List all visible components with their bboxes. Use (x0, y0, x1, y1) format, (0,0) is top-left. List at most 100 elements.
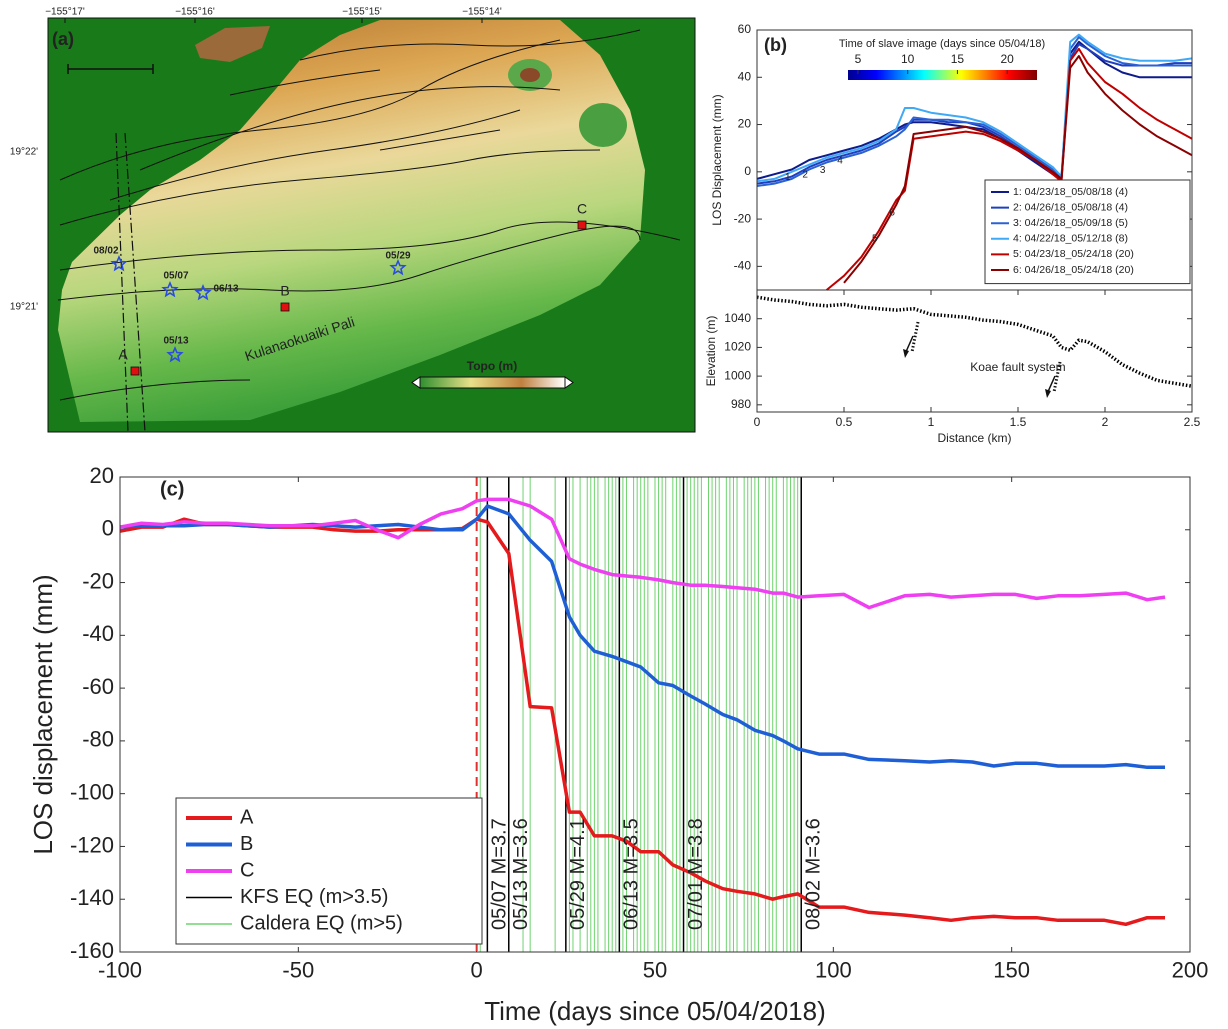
x-tick-label: 50 (643, 958, 667, 983)
y-axis-label: LOS displacement (mm) (28, 574, 58, 854)
axes-box (757, 290, 1192, 412)
colorbar-tick-label: 20 (1000, 52, 1014, 66)
legend-label: C (240, 859, 254, 881)
y-tick-label: -140 (70, 885, 114, 910)
site-marker (281, 303, 289, 311)
y-tick-label: 1020 (724, 340, 751, 354)
site-label: B (280, 283, 289, 299)
line-tag: 5 (872, 234, 878, 245)
legend-label: Caldera EQ (m>5) (240, 912, 403, 934)
line-tag: 2 (802, 170, 808, 181)
colorbar-tick-label: 15 (951, 52, 965, 66)
legend-label: 5: 04/23/18_05/24/18 (20) (1013, 248, 1134, 260)
legend-label: B (240, 833, 253, 855)
x-tick-label: 200 (1172, 958, 1209, 983)
lon-label: −155°16' (175, 7, 215, 18)
y-tick-label: -60 (82, 674, 114, 699)
topo-label: Topo (m) (467, 359, 517, 373)
legend-label: 6: 04/26/18_05/24/18 (20) (1013, 264, 1134, 276)
figure: (a) −155°17' −155°16' −155°15' −155°14' 19°22… (0, 0, 1228, 1029)
legend-label: 4: 04/22/18_05/12/18 (8) (1013, 233, 1128, 245)
panel-label: (a) (52, 29, 74, 49)
panel-label: (c) (160, 478, 184, 500)
x-tick-label: 1 (928, 415, 935, 429)
time-colorbar (848, 70, 1037, 80)
x-tick-label: 100 (815, 958, 852, 983)
fault-arrowhead (1045, 389, 1051, 398)
site-marker (578, 221, 586, 229)
event-label: 06/13 M=3.5 (621, 818, 643, 930)
event-label: 08/02 M=3.6 (803, 818, 825, 930)
panel-label: (b) (764, 35, 787, 55)
x-axis-label: Distance (km) (937, 431, 1011, 445)
lat-label: 19°22' (10, 147, 38, 158)
x-axis-label: Time (days since 05/04/2018) (484, 996, 826, 1026)
line-tag: 3 (820, 165, 826, 176)
line-tag: 4 (837, 156, 843, 167)
y-axis-label: LOS Displacement (mm) (710, 94, 724, 225)
series-line (757, 35, 1192, 182)
x-tick-label: 2.5 (1184, 415, 1201, 429)
star-label: 08/02 (93, 246, 118, 257)
legend-label: 1: 04/23/18_05/08/18 (4) (1013, 186, 1128, 198)
event-label: 05/29 M=4.1 (567, 818, 589, 930)
site-label: C (577, 201, 587, 217)
y-tick-label: 60 (738, 22, 752, 36)
fault-arrowhead (903, 349, 909, 358)
x-tick-label: 0 (754, 415, 761, 429)
event-label: 05/13 M=3.6 (510, 818, 532, 930)
legend-label: A (240, 806, 254, 828)
star-label: 05/07 (163, 271, 188, 282)
y-tick-label: -80 (82, 727, 114, 752)
cone (579, 103, 627, 147)
colorbar-label: Time of slave image (days since 05/04/18… (839, 38, 1045, 50)
y-axis-label: Elevation (m) (704, 316, 718, 387)
x-tick-label: 0 (471, 958, 483, 983)
star-label: 06/13 (213, 284, 238, 295)
line-tag: 6 (889, 208, 895, 219)
line-tag: 1 (785, 172, 791, 183)
y-tick-label: 1040 (724, 311, 751, 325)
y-tick-label: -20 (82, 568, 114, 593)
colorbar-tick-label: 5 (855, 52, 862, 66)
y-tick-label: 20 (90, 463, 114, 488)
y-tick-label: -120 (70, 832, 114, 857)
fault-annotation: Koae fault system (970, 360, 1065, 374)
star-label: 05/13 (163, 336, 188, 347)
legend-label: 3: 04/26/18_05/09/18 (5) (1013, 217, 1128, 229)
lon-label: −155°14' (462, 7, 502, 18)
y-tick-label: 0 (744, 164, 751, 178)
colorbar-tick-label: 10 (901, 52, 915, 66)
y-tick-label: -40 (734, 259, 752, 273)
x-tick-label: 2 (1102, 415, 1109, 429)
y-tick-label: 40 (738, 69, 752, 83)
legend-label: 2: 04/26/18_05/08/18 (4) (1013, 201, 1128, 213)
series-line (120, 499, 1165, 607)
site-label: A (118, 347, 128, 363)
x-tick-label: -50 (282, 958, 314, 983)
legend-label: KFS EQ (m>3.5) (240, 886, 388, 908)
topo-colorbar (420, 377, 565, 388)
map-panel (48, 18, 695, 432)
event-label: 07/01 M=3.8 (685, 818, 707, 930)
y-tick-label: -20 (734, 211, 752, 225)
y-tick-label: 1000 (724, 368, 751, 382)
y-tick-label: 980 (731, 397, 751, 411)
crater (520, 68, 540, 82)
y-tick-label: -100 (70, 779, 114, 804)
x-tick-label: 0.5 (836, 415, 853, 429)
lon-label: −155°15' (342, 7, 382, 18)
y-tick-label: 20 (738, 117, 752, 131)
site-marker (131, 367, 139, 375)
y-tick-label: 0 (102, 516, 114, 541)
series-line (120, 506, 1165, 767)
x-tick-label: -100 (98, 958, 142, 983)
event-label: 05/07 M=3.7 (489, 818, 511, 930)
star-label: 05/29 (385, 251, 410, 262)
y-tick-label: -40 (82, 621, 114, 646)
x-tick-label: 1.5 (1010, 415, 1027, 429)
x-tick-label: 150 (993, 958, 1030, 983)
lon-label: −155°17' (45, 7, 85, 18)
lat-label: 19°21' (10, 302, 38, 313)
page: (a) −155°17' −155°16' −155°15' −155°14' 19°22… (0, 0, 1228, 1029)
